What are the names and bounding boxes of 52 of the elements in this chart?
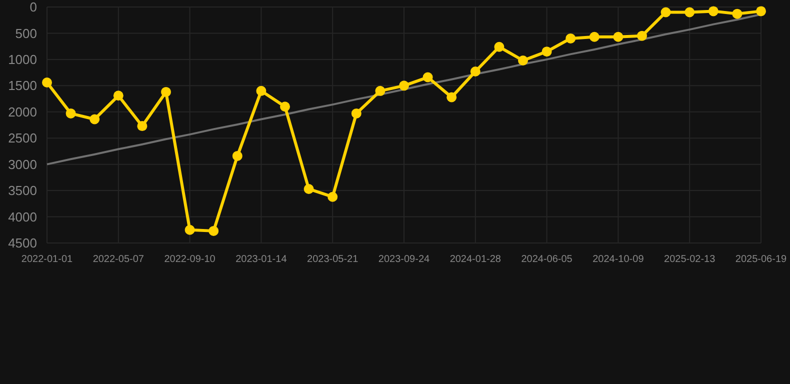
point [589, 32, 600, 42]
x-tick-label: 2022-05-07 [92, 254, 144, 265]
point [708, 6, 718, 16]
point [637, 30, 647, 41]
y-tick-label: 1500 [8, 78, 37, 94]
point [660, 7, 671, 18]
y-tick-label: 1000 [8, 52, 37, 67]
point [494, 42, 504, 52]
point [518, 55, 528, 66]
x-tick-label: 2025-02-13 [664, 254, 716, 265]
point [137, 121, 148, 132]
x-tick-label: 2024-01-28 [450, 254, 502, 265]
point [280, 102, 290, 112]
y-tick-label: 4500 [8, 236, 37, 251]
y-tick-label: 4000 [8, 209, 37, 224]
point [756, 6, 766, 16]
y-tick-label: 2000 [8, 104, 37, 120]
x-tick-label: 2023-05-21 [307, 254, 359, 265]
point [113, 90, 124, 101]
point [542, 46, 552, 57]
point [161, 86, 171, 97]
point [90, 114, 100, 124]
point [256, 86, 266, 96]
x-tick-label: 2024-10-09 [592, 254, 644, 265]
y-tick-label: 2500 [8, 130, 37, 146]
point [566, 33, 576, 44]
point [446, 92, 457, 102]
point [351, 108, 362, 118]
y-tick-label: 3500 [8, 183, 37, 198]
point [208, 226, 219, 236]
y-tick-label: 0 [30, 0, 37, 15]
x-tick-label: 2022-01-01 [21, 254, 74, 265]
point [399, 80, 409, 91]
point [232, 150, 242, 161]
x-tick-label: 2025-06-19 [735, 254, 788, 265]
point [304, 184, 314, 194]
point [184, 224, 195, 235]
point [375, 86, 386, 96]
x-tick-label: 2023-09-24 [378, 254, 430, 265]
x-tick-label: 2024-06-05 [521, 254, 573, 265]
point [42, 78, 52, 88]
point [422, 72, 433, 82]
x-tick-label: 2022-09-10 [164, 254, 216, 265]
point [732, 8, 742, 19]
point [66, 108, 76, 118]
point [613, 32, 624, 42]
y-tick-label: 500 [15, 26, 37, 41]
y-tick-label: 3000 [8, 156, 37, 172]
point [328, 192, 338, 202]
x-tick-label: 2023-01-14 [236, 254, 288, 265]
point [470, 66, 480, 77]
point [684, 7, 695, 18]
